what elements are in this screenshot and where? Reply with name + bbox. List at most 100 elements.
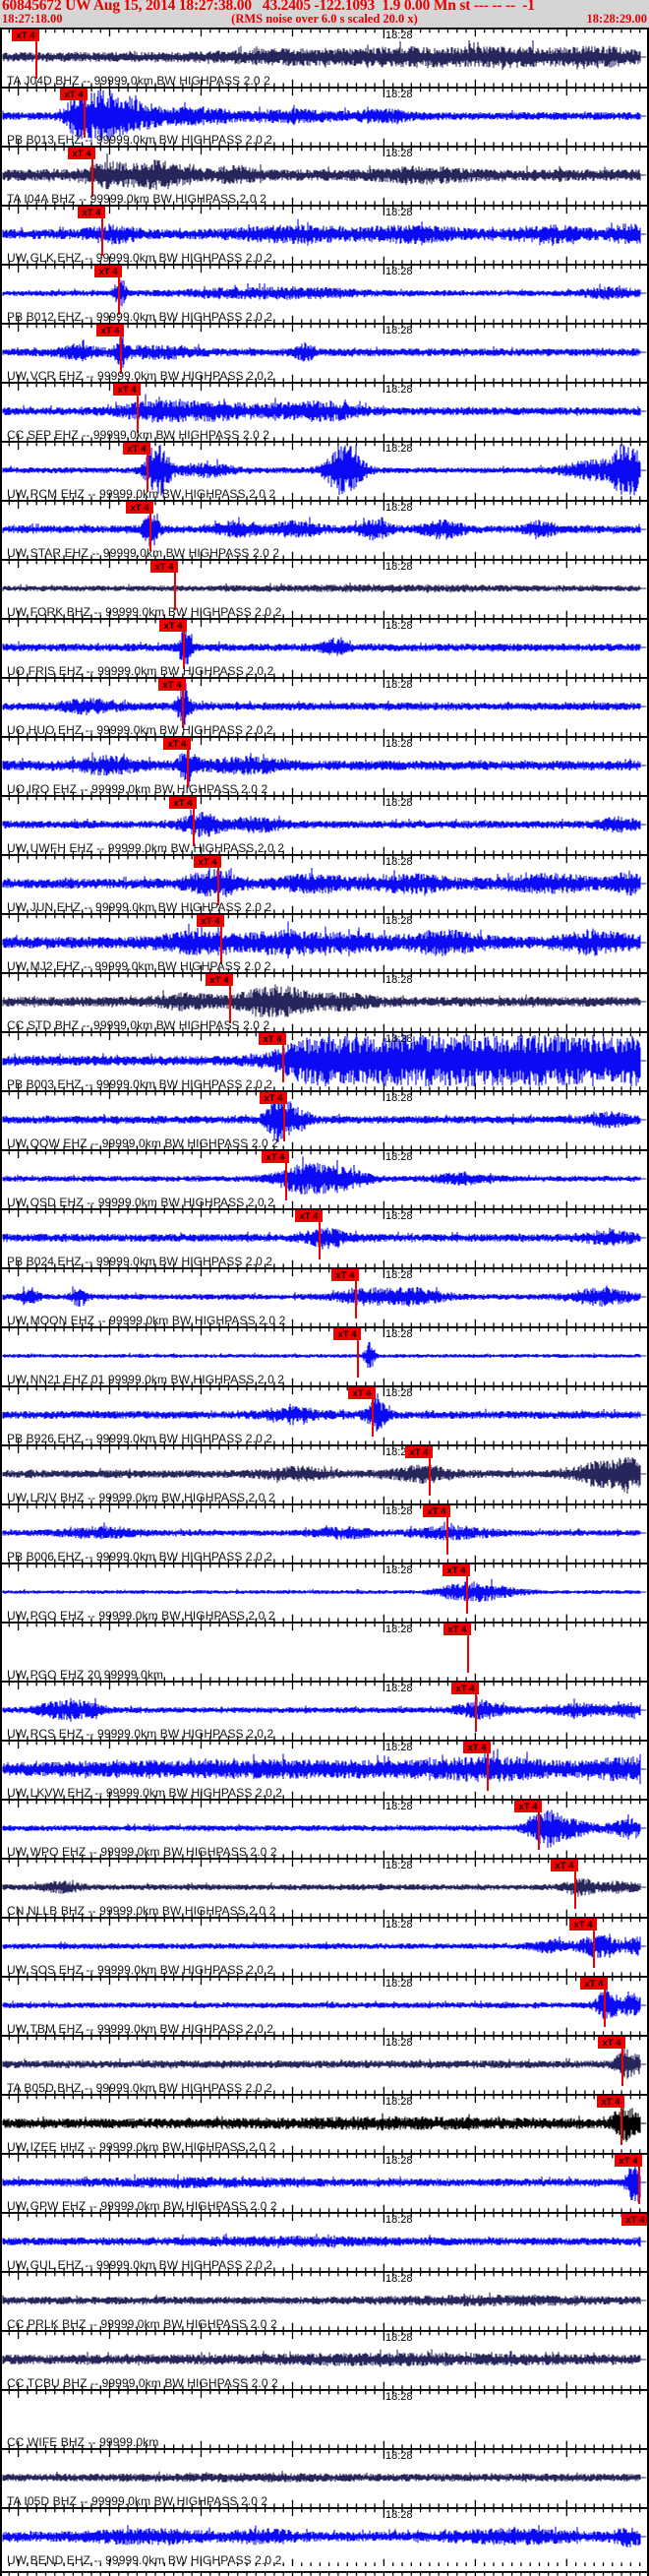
trace-row[interactable]: 18:28 xT 4 PB B024 EHZ -- 99999.0km BW HIG…	[0, 1208, 649, 1268]
trace-row[interactable]: 18:28 xT 4 UW UWFH EHZ -- 99999.0km BW HIG…	[0, 795, 649, 855]
pick-marker[interactable]: xT 4	[169, 797, 197, 809]
trace-row[interactable]: 18:28 xT 4 UW SOS EHZ -- 99999.0km BW HIGH…	[0, 1917, 649, 1977]
pick-marker[interactable]: xT 4	[159, 620, 187, 632]
trace-row[interactable]: 18:28 xT 4 UW LRIV BHZ -- 99999.0km BW HIG…	[0, 1444, 649, 1504]
seismogram-trace[interactable]	[2, 743, 646, 789]
pick-marker[interactable]: xT 4	[259, 1033, 286, 1045]
trace-row[interactable]: 18:28 CC TCBU BHZ -- 99999.0km BW HIGHPAS…	[0, 2330, 649, 2390]
trace-row[interactable]: 18:28 xT 4 UO HUO EHZ -- 99999.0km BW HIGH…	[0, 677, 649, 737]
trace-row[interactable]: 18:28 xT 4 UW FORK BHZ -- 99999.0km BW HIG…	[0, 559, 649, 619]
pick-marker[interactable]: xT 4	[348, 1387, 376, 1399]
seismogram-trace[interactable]	[2, 809, 646, 837]
seismogram-trace[interactable]	[2, 1878, 646, 1897]
pick-marker[interactable]: xT 4	[150, 561, 178, 573]
trace-row[interactable]: 18:28 xT 4 UW QOW EHZ -- 99999.0km BW HIGH…	[0, 1090, 649, 1150]
trace-row[interactable]: 18:28 xT 4 TA B05D BHZ -- 99999.0km BW HIG…	[0, 2035, 649, 2095]
trace-row[interactable]: 18:28 xT 4 UW STAR EHZ -- 99999.0km BW HIG…	[0, 500, 649, 560]
trace-row[interactable]: 18:28 UW BEND EHZ -- 99999.0km BW HIGHPAS…	[0, 2507, 649, 2567]
trace-row[interactable]: 18:28 xT 4 TA J04D BHZ -- 99999.0km BW HIG…	[0, 28, 649, 88]
seismogram-trace[interactable]	[2, 445, 646, 496]
seismogram-trace[interactable]	[2, 984, 646, 1017]
pick-marker[interactable]: xT 4	[262, 1151, 289, 1163]
seismogram-trace[interactable]	[2, 394, 646, 423]
pick-marker[interactable]: xT 4	[94, 266, 122, 277]
seismogram-trace[interactable]	[2, 2471, 646, 2483]
pick-marker[interactable]: xT 4	[443, 1624, 471, 1635]
pick-marker[interactable]: xT 4	[96, 325, 124, 337]
trace-row[interactable]: 18:28 xT 4 UO FRIS EHZ -- 99999.0km BW HIG…	[0, 618, 649, 678]
trace-row[interactable]: 18:28 xT 4 UW JUN EHZ -- 99999.0km BW HIGH…	[0, 854, 649, 914]
trace-row[interactable]: 18:28 xT 4 UW RCS EHZ -- 99999.0km BW HIGH…	[0, 1681, 649, 1741]
trace-row[interactable]: 18:28 xT 4 UW TBM EHZ -- 99999.0km BW HIGH…	[0, 1976, 649, 2036]
seismogram-trace[interactable]	[2, 218, 646, 246]
pick-marker[interactable]: xT 4	[569, 1919, 597, 1931]
trace-row[interactable]: 18:28 xT 4 PB B013 EHZ -- 99999.0km BW HIG…	[0, 87, 649, 147]
pick-marker[interactable]: xT 4	[260, 1092, 287, 1104]
trace-row[interactable]: 18:28 CC WIFE BHZ -- 99999.0km	[0, 2389, 649, 2449]
pick-marker[interactable]: xT 4	[598, 2037, 625, 2049]
seismogram-trace[interactable]	[2, 40, 646, 71]
seismogram-trace[interactable]	[2, 1156, 646, 1195]
seismogram-trace[interactable]	[2, 683, 646, 726]
trace-row[interactable]: 18:28 CC PRLK BHZ -- 99999.0km BW HIGHPAS…	[0, 2271, 649, 2331]
pick-marker[interactable]: xT 4	[551, 1860, 578, 1871]
pick-marker[interactable]: xT 4	[78, 207, 105, 218]
seismogram-trace[interactable]	[2, 514, 646, 547]
trace-row[interactable]: 18:28 xT 4 UW WPO EHZ -- 99999.0km BW HIGH…	[0, 1799, 649, 1859]
seismogram-trace[interactable]	[2, 1933, 646, 1959]
trace-row[interactable]: 18:28 xT 4 UW PGO EHZ -- 99999.0km BW HIGH…	[0, 1563, 649, 1623]
trace-row[interactable]: 18:28 xT 4 CC STD BHZ -- 99999.0km BW HIGH…	[0, 972, 649, 1032]
seismogram-trace[interactable]	[2, 1393, 646, 1432]
seismogram-trace[interactable]	[2, 1748, 646, 1785]
seismogram-trace[interactable]	[2, 1227, 646, 1250]
seismogram-trace[interactable]	[2, 1578, 646, 1603]
trace-row[interactable]: 18:28 xT 4 PB B926 EHZ -- 99999.0km BW HIG…	[0, 1385, 649, 1445]
trace-row[interactable]: 18:28 xT 4 UW PGO EHZ 20 99999.0km	[0, 1622, 649, 1682]
pick-marker[interactable]: xT 4	[295, 1210, 323, 1222]
pick-marker[interactable]: xT 4	[123, 443, 150, 455]
trace-row[interactable]: 18:28 xT 4 UW RCM EHZ -- 99999.0km BW HIGH…	[0, 441, 649, 501]
pick-marker[interactable]: xT 4	[163, 738, 191, 750]
pick-marker[interactable]: xT 4	[197, 915, 224, 927]
seismogram-trace[interactable]	[2, 1696, 646, 1722]
trace-row[interactable]: 18:28 xT 4 UO IRO EHZ -- 99999.0km BW HIGH…	[0, 736, 649, 796]
pick-marker[interactable]: xT 4	[331, 1269, 359, 1281]
seismogram-trace[interactable]	[2, 2292, 646, 2307]
pick-marker[interactable]: xT 4	[60, 89, 88, 100]
pick-marker[interactable]: xT 4	[442, 1564, 470, 1576]
pick-marker[interactable]: xT 4	[597, 2096, 624, 2108]
pick-marker[interactable]: xT 4	[615, 2155, 642, 2167]
seismogram-trace[interactable]	[2, 1521, 646, 1541]
seismogram-trace[interactable]	[2, 2103, 646, 2142]
seismogram-trace[interactable]	[2, 279, 646, 307]
pick-marker[interactable]: xT 4	[580, 1978, 608, 1990]
seismogram-trace[interactable]	[2, 860, 646, 897]
trace-row[interactable]: 18:28 xT 4 UW GUL EHZ -- 99999.0km BW HIGH…	[0, 2212, 649, 2272]
pick-marker[interactable]: xT 4	[12, 30, 39, 41]
pick-marker[interactable]: xT 4	[194, 856, 221, 868]
trace-row[interactable]: 18:28 xT 4 CN NLLB BHZ -- 99999.0km BW HIG…	[0, 1858, 649, 1918]
pick-marker[interactable]: xT 4	[514, 1801, 542, 1812]
trace-row[interactable]: 18:28 xT 4 UW GLK EHZ -- 99999.0km BW HIGH…	[0, 205, 649, 265]
seismogram-trace[interactable]	[2, 1341, 646, 1369]
trace-row[interactable]: 18:28 xT 4 UW GPW EHZ -- 99999.0km BW HIGH…	[0, 2153, 649, 2213]
seismogram-trace[interactable]	[2, 336, 646, 368]
pick-marker[interactable]: xT 4	[126, 502, 153, 514]
seismogram-trace[interactable]	[2, 1096, 646, 1142]
pick-marker[interactable]: xT 4	[206, 974, 233, 986]
seismogram-trace[interactable]	[2, 627, 646, 665]
trace-row[interactable]: 18:28 xT 4 UW MOON EHZ -- 99999.0km BW HIG…	[0, 1267, 649, 1327]
seismogram-trace[interactable]	[2, 2233, 646, 2248]
pick-marker[interactable]: xT 4	[158, 679, 186, 691]
seismogram-trace[interactable]	[2, 2165, 646, 2202]
trace-row[interactable]: 18:28 TA I05D BHZ -- 99999.0km BW HIGHPAS…	[0, 2448, 649, 2508]
trace-row[interactable]: 18:28 xT 4 PB B003 EHZ -- 99999.0km BW HIG…	[0, 1031, 649, 1091]
pick-marker[interactable]: xT 4	[621, 2214, 649, 2226]
trace-row[interactable]: 18:28 xT 4 PB B012 EHZ -- 99999.0km BW HIG…	[0, 264, 649, 324]
seismogram-trace[interactable]	[2, 583, 646, 593]
seismogram-trace[interactable]	[2, 1457, 646, 1494]
seismogram-trace[interactable]	[2, 1988, 646, 2020]
trace-row[interactable]: 18:28 xT 4 CC SEP EHZ -- 99999.0km BW HIGH…	[0, 382, 649, 442]
seismogram-trace[interactable]	[2, 2349, 646, 2367]
trace-row[interactable]: 18:28 xT 4 UW LKVW EHZ -- 99999.0km BW HIG…	[0, 1740, 649, 1800]
